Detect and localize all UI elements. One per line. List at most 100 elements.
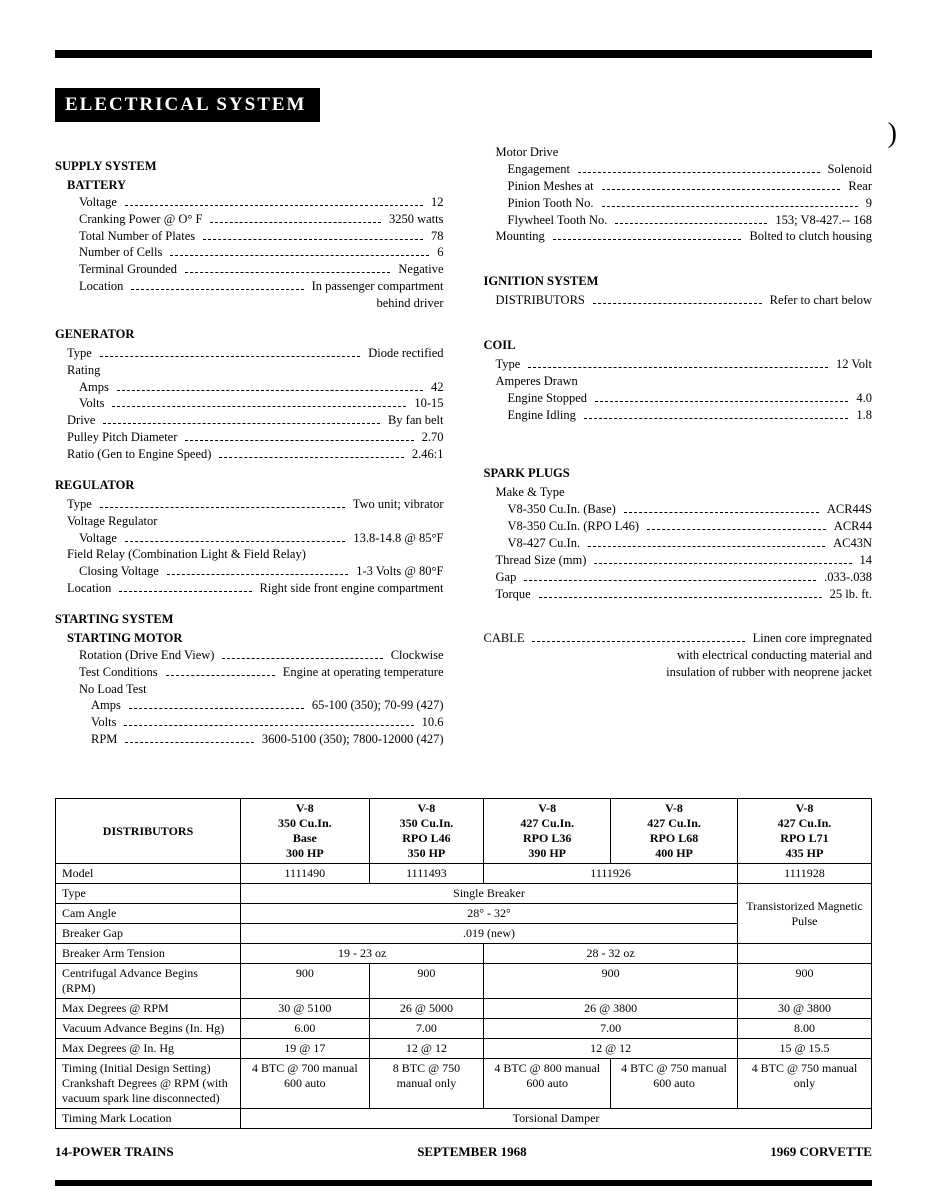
spec-label: Location: [67, 580, 115, 597]
table-cell: 1111928: [737, 864, 871, 884]
spec-line: Rotation (Drive End View)Clockwise: [79, 647, 444, 664]
table-cell: 19 @ 17: [241, 1039, 370, 1059]
leader-dots: [119, 581, 251, 592]
table-row: Max Degrees @ In. Hg19 @ 1712 @ 1212 @ 1…: [56, 1039, 872, 1059]
leader-dots: [125, 531, 345, 542]
leader-dots: [594, 553, 851, 564]
spec-line: Closing Voltage1-3 Volts @ 80°F: [79, 563, 444, 580]
table-cell: 7.00: [369, 1019, 484, 1039]
row-label: Centrifugal Advance Begins (RPM): [56, 964, 241, 999]
leader-dots: [624, 502, 819, 513]
table-column-header: V-8427 Cu.In.RPO L68400 HP: [611, 799, 738, 864]
spec-value: 10.6: [418, 714, 444, 731]
bottom-rule: [55, 1180, 872, 1186]
spec-label: Thread Size (mm): [496, 552, 591, 569]
spec-label: CABLE: [484, 630, 529, 647]
table-column-header: V-8350 Cu.In.RPO L46350 HP: [369, 799, 484, 864]
spec-value: Clockwise: [387, 647, 444, 664]
spec-value: ACR44: [830, 518, 872, 535]
spec-value: 3250 watts: [385, 211, 444, 228]
gap: [484, 602, 873, 616]
spec-line: V8-350 Cu.In. (RPO L46)ACR44: [508, 518, 873, 535]
leader-dots: [103, 413, 379, 424]
table-cell: 8 BTC @ 750 manual only: [369, 1059, 484, 1109]
table-row: Centrifugal Advance Begins (RPM)90090090…: [56, 964, 872, 999]
row-label: Max Degrees @ In. Hg: [56, 1039, 241, 1059]
section-heading: IGNITION SYSTEM: [484, 273, 873, 290]
gap: [484, 309, 873, 323]
gap: [484, 245, 873, 259]
spec-value: 4.0: [852, 390, 872, 407]
spec-value: 12: [427, 194, 444, 211]
right-column: Motor DriveEngagementSolenoidPinion Mesh…: [484, 144, 873, 748]
spec-value: Solenoid: [824, 161, 872, 178]
spec-line: TypeTwo unit; vibrator: [67, 496, 444, 513]
spec-value: Rear: [844, 178, 872, 195]
spec-line: Number of Cells6: [79, 244, 444, 261]
leader-dots: [528, 357, 828, 368]
spec-value: In passenger compartment: [308, 278, 444, 295]
leader-dots: [203, 229, 423, 240]
spec-label: Volts: [79, 395, 108, 412]
plain-line: Amperes Drawn: [496, 373, 873, 390]
table-cell: 7.00: [484, 1019, 738, 1039]
table-cell: 15 @ 15.5: [737, 1039, 871, 1059]
table-cell: 900: [369, 964, 484, 999]
row-label: Timing Mark Location: [56, 1109, 241, 1129]
spec-value: 13.8-14.8 @ 85°F: [349, 530, 443, 547]
continuation-line: behind driver: [79, 295, 444, 312]
spec-line: Type12 Volt: [496, 356, 873, 373]
table-cell: 26 @ 3800: [484, 999, 738, 1019]
spec-value: 42: [427, 379, 444, 396]
table-cell: .019 (new): [241, 924, 738, 944]
spec-line: Torque25 lb. ft.: [496, 586, 873, 603]
spec-label: Pinion Tooth No.: [508, 195, 598, 212]
spec-line: Voltage13.8-14.8 @ 85°F: [79, 530, 444, 547]
sub-heading: STARTING MOTOR: [67, 630, 444, 647]
spec-label: Torque: [496, 586, 535, 603]
leader-dots: [593, 293, 762, 304]
table-row: Breaker Arm Tension19 - 23 oz28 - 32 oz: [56, 944, 872, 964]
spec-line: Gap.033-.038: [496, 569, 873, 586]
plain-line: Rating: [67, 362, 444, 379]
spec-value: Bolted to clutch housing: [745, 228, 872, 245]
spec-label: Total Number of Plates: [79, 228, 199, 245]
table-row: Vacuum Advance Begins (In. Hg)6.007.007.…: [56, 1019, 872, 1039]
leader-dots: [166, 665, 275, 676]
table-row: Timing (Initial Design Setting) Cranksha…: [56, 1059, 872, 1109]
spec-line: Volts10-15: [79, 395, 444, 412]
spec-value: .033-.038: [820, 569, 872, 586]
leader-dots: [125, 195, 423, 206]
table-cell: Transistorized Magnetic Pulse: [737, 884, 871, 944]
distributor-table-wrap: DISTRIBUTORSV-8350 Cu.In.Base300 HPV-835…: [55, 798, 872, 1129]
table-cell: 30 @ 3800: [737, 999, 871, 1019]
leader-dots: [595, 391, 848, 402]
spec-value: Diode rectified: [364, 345, 443, 362]
table-column-header: V-8427 Cu.In.RPO L36390 HP: [484, 799, 611, 864]
leader-dots: [532, 631, 744, 642]
spec-label: Engine Stopped: [508, 390, 592, 407]
plain-line: Make & Type: [496, 484, 873, 501]
section-heading: REGULATOR: [55, 477, 444, 494]
footer: 14-POWER TRAINS SEPTEMBER 1968 1969 CORV…: [55, 1144, 872, 1160]
spec-label: RPM: [91, 731, 121, 748]
table-cell: Torsional Damper: [241, 1109, 872, 1129]
table-row: Model1111490111149311119261111928: [56, 864, 872, 884]
leader-dots: [124, 715, 413, 726]
top-rule: [55, 50, 872, 58]
spec-value: 1.8: [852, 407, 872, 424]
table-row: Max Degrees @ RPM30 @ 510026 @ 500026 @ …: [56, 999, 872, 1019]
spec-label: Flywheel Tooth No.: [508, 212, 612, 229]
plain-line: Field Relay (Combination Light & Field R…: [67, 546, 444, 563]
table-cell: 1111490: [241, 864, 370, 884]
leader-dots: [222, 648, 382, 659]
distributor-table: DISTRIBUTORSV-8350 Cu.In.Base300 HPV-835…: [55, 798, 872, 1129]
spec-label: Amps: [91, 697, 125, 714]
spec-label: Type: [496, 356, 525, 373]
spec-value: 2.46:1: [408, 446, 444, 463]
row-label: Breaker Gap: [56, 924, 241, 944]
spec-label: V8-427 Cu.In.: [508, 535, 585, 552]
leader-dots: [615, 213, 767, 224]
spec-value: 78: [427, 228, 444, 245]
spec-value: Refer to chart below: [766, 292, 872, 309]
